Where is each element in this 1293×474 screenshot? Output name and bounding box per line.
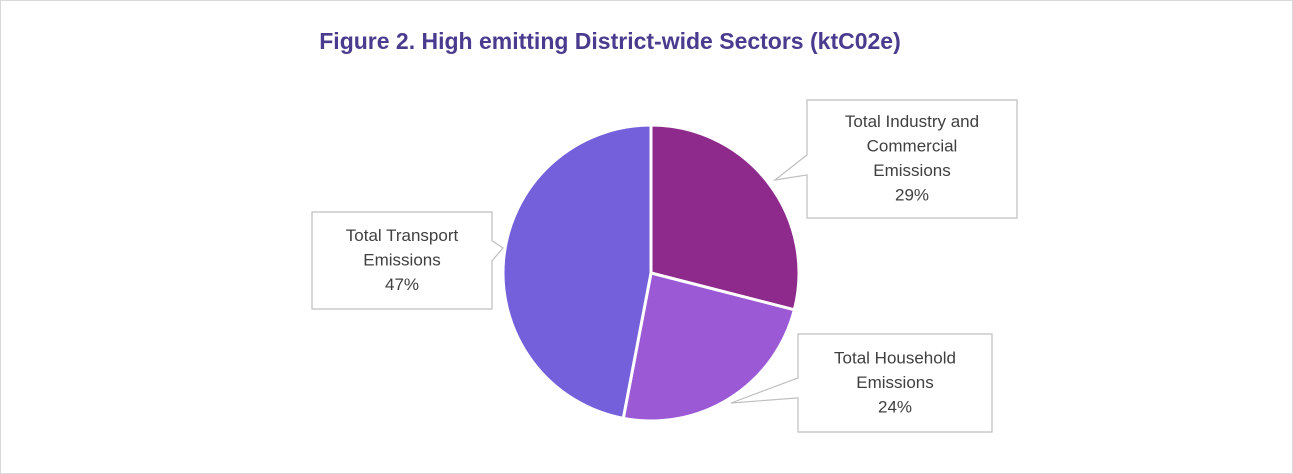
data-label-box: [772, 99, 1018, 219]
data-label-text: Total Household: [834, 348, 956, 367]
data-label: Total Transport Emissions 47%: [311, 211, 504, 310]
data-label: Total Industry and Commercial Emissions 29%: [772, 99, 1018, 219]
data-label-text: Total Transport: [346, 226, 459, 245]
data-label-text: Commercial: [867, 137, 958, 156]
pie-slice: [649, 123, 801, 312]
data-label-value: 47%: [385, 275, 419, 294]
data-label-box: [730, 333, 993, 433]
data-label-value: 29%: [895, 186, 929, 205]
pie-slice: [621, 271, 797, 423]
data-label-box: [311, 211, 504, 310]
data-label-value: 24%: [878, 397, 912, 416]
chart-title: Figure 2. High emitting District-wide Se…: [319, 28, 901, 54]
data-label: Total Household Emissions 24%: [730, 333, 993, 433]
data-label-text: Total Industry and: [845, 112, 979, 131]
data-label-text: Emissions: [856, 373, 933, 392]
pie-slice: [501, 123, 653, 421]
data-label-text: Emissions: [363, 250, 440, 269]
data-label-text: Emissions: [873, 161, 950, 180]
